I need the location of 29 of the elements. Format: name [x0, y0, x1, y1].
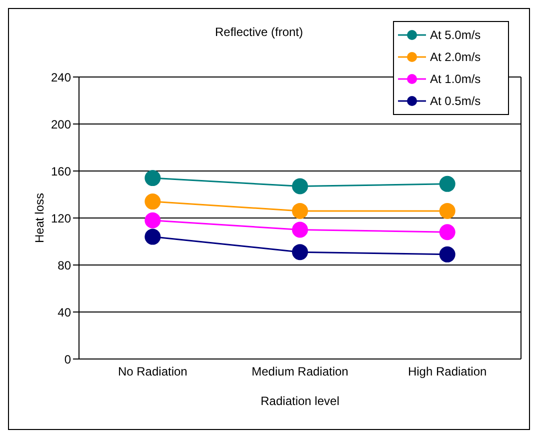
y-tick-label: 40 [58, 305, 72, 320]
y-axis-title: Heat loss [32, 192, 46, 244]
chart-title: Reflective (front) [214, 25, 304, 39]
point [292, 178, 308, 194]
point [439, 176, 456, 192]
x-axis-title: Radiation level [260, 394, 340, 408]
point [292, 222, 308, 238]
legend-label: At 1.0m/s [430, 71, 481, 88]
y-tick-label: 240 [50, 70, 72, 84]
y-tick-label: 80 [58, 258, 72, 272]
point [439, 246, 456, 262]
point [144, 194, 161, 210]
point [144, 228, 161, 245]
point [292, 244, 308, 260]
x-tick-label: High Radiation [408, 364, 487, 379]
x-tick-label: Medium Radiation [252, 364, 348, 379]
legend-label: At 2.0m/s [430, 49, 481, 66]
y-tick-label: 200 [50, 117, 72, 132]
y-tick-label: 160 [50, 164, 72, 178]
point [439, 224, 456, 240]
legend-label: At 5.0m/s [430, 27, 481, 44]
point [144, 170, 161, 186]
y-tick-label: 120 [50, 211, 72, 226]
point [292, 202, 308, 219]
point [439, 202, 456, 219]
point [144, 212, 161, 228]
y-tick-label: 0 [64, 352, 72, 366]
x-tick-label: No Radiation [118, 364, 188, 379]
legend-label: At 0.5m/s [430, 93, 481, 110]
